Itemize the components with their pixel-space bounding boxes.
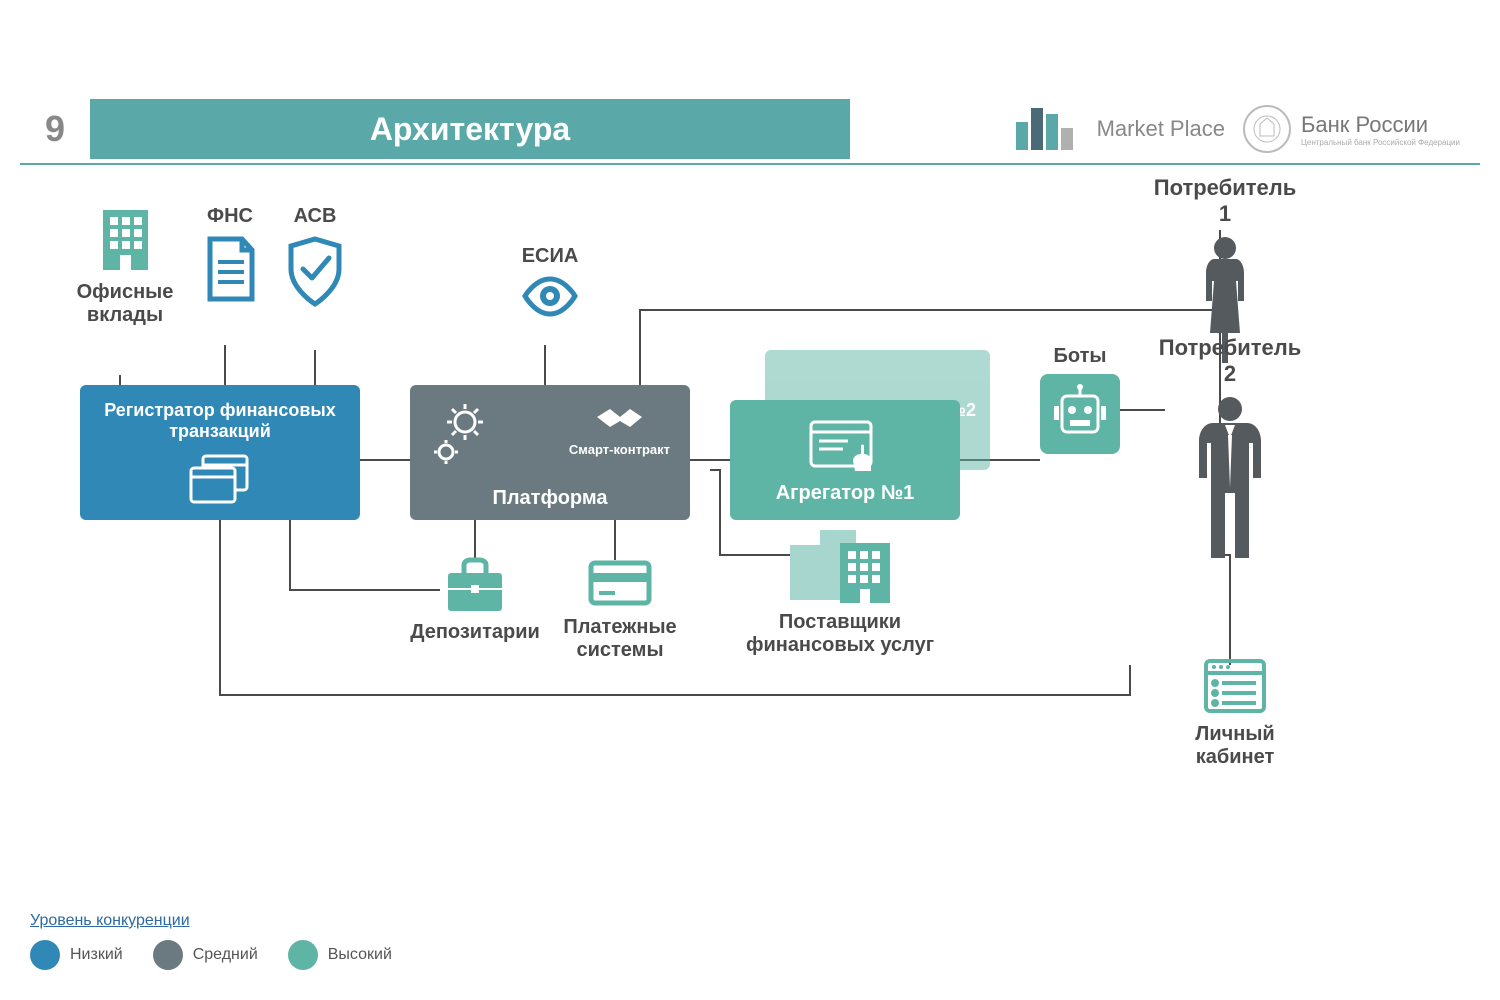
eye-icon <box>520 274 580 319</box>
platform-label: Платформа <box>410 487 690 510</box>
windows-icon <box>185 450 255 505</box>
legend-item: Высокий <box>288 940 392 970</box>
legend-label: Средний <box>193 946 258 964</box>
asv-label: АСВ <box>294 205 337 228</box>
briefcase-icon <box>440 555 510 615</box>
touch-screen-icon <box>803 416 888 478</box>
node-depositories: Депозитарии <box>415 555 535 644</box>
node-office-deposits: Офисные вклады <box>75 205 175 327</box>
node-asv: АСВ <box>280 205 350 309</box>
legend-title: Уровень конкуренции <box>30 912 392 930</box>
node-providers: Поставщики финансовых услуг <box>715 525 965 657</box>
bank-emblem-icon <box>1243 105 1291 153</box>
slide-header: 9 Архитектура Market Place Банк России Ц… <box>20 95 1480 165</box>
consumer1-label: Потребитель 1 <box>1154 175 1296 227</box>
handshake-icon <box>592 397 647 437</box>
legend-item: Средний <box>153 940 258 970</box>
bank-sublabel: Центральный банк Российской Федерации <box>1301 138 1460 147</box>
node-personal-cabinet: Личный кабинет <box>1175 655 1295 769</box>
office-deposits-label: Офисные вклады <box>75 281 175 327</box>
building-icon <box>98 205 153 275</box>
legend-label: Высокий <box>328 946 392 964</box>
node-aggregator-1: Агрегатор №1 <box>730 400 960 520</box>
buildings-icon <box>780 525 900 605</box>
legend-dot-icon <box>153 940 183 970</box>
marketplace-logo <box>1016 108 1073 150</box>
robot-icon <box>1050 384 1110 444</box>
node-registrar: Регистратор финансовых транзакций <box>80 385 360 520</box>
browser-list-icon <box>1200 655 1270 717</box>
fns-label: ФНС <box>207 205 253 228</box>
document-icon <box>200 234 260 304</box>
diagram-canvas: Офисные вклады ФНС АСВ ЕСИА Регистратор … <box>20 175 1480 980</box>
slide-title: Архитектура <box>90 99 850 159</box>
page-number: 9 <box>20 108 90 150</box>
personal-cabinet-label: Личный кабинет <box>1175 723 1295 769</box>
bots-label: Боты <box>1054 345 1107 368</box>
legend: Уровень конкуренции Низкий Средний Высокий <box>30 912 392 970</box>
consumer2-label: Потребитель 2 <box>1159 335 1301 387</box>
node-bots: Боты <box>1030 345 1130 454</box>
smart-contract-label: Смарт-контракт <box>569 442 670 457</box>
node-payment-systems: Платежные системы <box>560 555 680 662</box>
registrar-label: Регистратор финансовых транзакций <box>80 400 360 442</box>
node-fns: ФНС <box>195 205 265 304</box>
esia-label: ЕСИА <box>522 245 579 268</box>
legend-label: Низкий <box>70 946 123 964</box>
node-esia: ЕСИА <box>510 245 590 319</box>
shield-icon <box>285 234 345 309</box>
bank-label: Банк России <box>1301 112 1460 138</box>
marketplace-label: Market Place <box>1097 116 1225 142</box>
legend-dot-icon <box>288 940 318 970</box>
gears-icon <box>430 397 505 472</box>
providers-label: Поставщики финансовых услуг <box>715 611 965 657</box>
payment-systems-label: Платежные системы <box>560 616 680 662</box>
node-platform: Смарт-контракт Платформа <box>410 385 690 520</box>
bank-logo: Банк России Центральный банк Российской … <box>1243 105 1460 153</box>
legend-dot-icon <box>30 940 60 970</box>
legend-item: Низкий <box>30 940 123 970</box>
logo-area: Market Place Банк России Центральный бан… <box>850 105 1480 153</box>
aggregator1-label: Агрегатор №1 <box>776 482 915 505</box>
person-male-icon <box>1185 393 1275 563</box>
node-consumer-2: Потребитель 2 <box>1160 335 1300 563</box>
depositories-label: Депозитарии <box>410 621 540 644</box>
card-icon <box>585 555 655 610</box>
